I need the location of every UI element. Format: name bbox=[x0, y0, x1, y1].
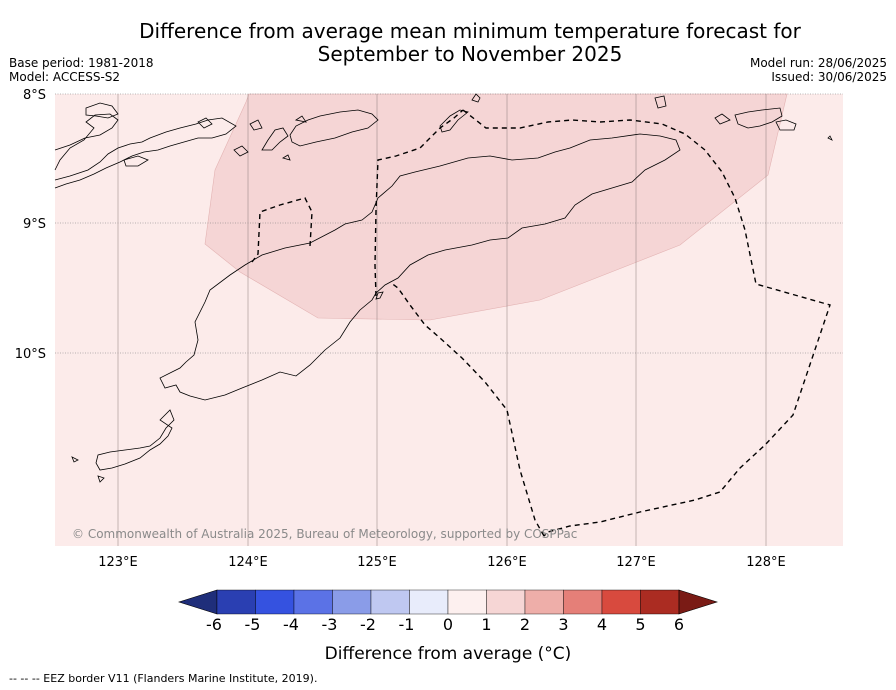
lon-label-124e: 124°E bbox=[228, 555, 268, 570]
colorbar-tick-label: -1 bbox=[399, 615, 415, 634]
lon-label-128e: 128°E bbox=[746, 555, 786, 570]
lon-label-125e: 125°E bbox=[357, 555, 397, 570]
colorbar-tick-label: -4 bbox=[283, 615, 299, 634]
copyright-notice: © Commonwealth of Australia 2025, Bureau… bbox=[72, 527, 577, 541]
colorbar-segment bbox=[216, 589, 256, 615]
colorbar-segment bbox=[563, 589, 603, 615]
colorbar-extend-low bbox=[178, 589, 218, 615]
colorbar-segment bbox=[447, 589, 487, 615]
eez-border bbox=[251, 109, 831, 537]
colorbar-segment bbox=[409, 589, 449, 615]
base-period: Base period: 1981-2018 bbox=[9, 56, 154, 70]
lon-label-126e: 126°E bbox=[487, 555, 527, 570]
eez-legend-note: -- -- -- EEZ border V11 (Flanders Marine… bbox=[9, 672, 318, 685]
colorbar-segment bbox=[370, 589, 410, 615]
model-run: Model run: 28/06/2025 bbox=[749, 56, 887, 70]
colorbar-tick-label: 0 bbox=[443, 615, 453, 634]
title-line-2: September to November 2025 bbox=[317, 42, 623, 66]
model-name: Model: ACCESS-S2 bbox=[9, 70, 121, 84]
lat-label-10s: 10°S bbox=[15, 347, 46, 362]
colorbar-extend-high bbox=[678, 589, 718, 615]
map-title: Difference from average mean minimum tem… bbox=[0, 20, 896, 66]
colorbar: -6 -5 -4 -3 -2 -1 0 1 2 3 4 5 6 bbox=[178, 589, 718, 634]
colorbar-segment bbox=[332, 589, 372, 615]
coastlines bbox=[54, 93, 833, 483]
colorbar-tick-label: -6 bbox=[206, 615, 222, 634]
base-info: Base period: 1981-2018 Model: ACCESS-S2 bbox=[9, 56, 154, 84]
colorbar-tick-label: 3 bbox=[558, 615, 568, 634]
issued-date: Issued: 30/06/2025 bbox=[771, 70, 887, 84]
lat-label-8s: 8°S bbox=[23, 88, 46, 103]
colorbar-tick-label: -3 bbox=[322, 615, 338, 634]
colorbar-tick-label: -2 bbox=[360, 615, 376, 634]
colorbar-tick-label: 5 bbox=[635, 615, 645, 634]
lat-label-9s: 9°S bbox=[23, 217, 46, 232]
colorbar-segment bbox=[601, 589, 641, 615]
colorbar-segment bbox=[640, 589, 680, 615]
colorbar-tick-label: 4 bbox=[597, 615, 607, 634]
colorbar-segment bbox=[486, 589, 526, 615]
anomaly-region bbox=[204, 93, 788, 321]
colorbar-label: Difference from average (°C) bbox=[325, 644, 572, 664]
colorbar-segment bbox=[524, 589, 564, 615]
colorbar-tick-label: -5 bbox=[245, 615, 261, 634]
lon-label-127e: 127°E bbox=[616, 555, 656, 570]
colorbar-tick-label: 1 bbox=[481, 615, 491, 634]
colorbar-segment bbox=[293, 589, 333, 615]
colorbar-tick-label: 6 bbox=[674, 615, 684, 634]
colorbar-tick-label: 2 bbox=[520, 615, 530, 634]
run-info: Model run: 28/06/2025 Issued: 30/06/2025 bbox=[750, 56, 887, 84]
lon-label-123e: 123°E bbox=[98, 555, 138, 570]
title-line-1: Difference from average mean minimum tem… bbox=[139, 19, 801, 43]
colorbar-segment bbox=[255, 589, 295, 615]
